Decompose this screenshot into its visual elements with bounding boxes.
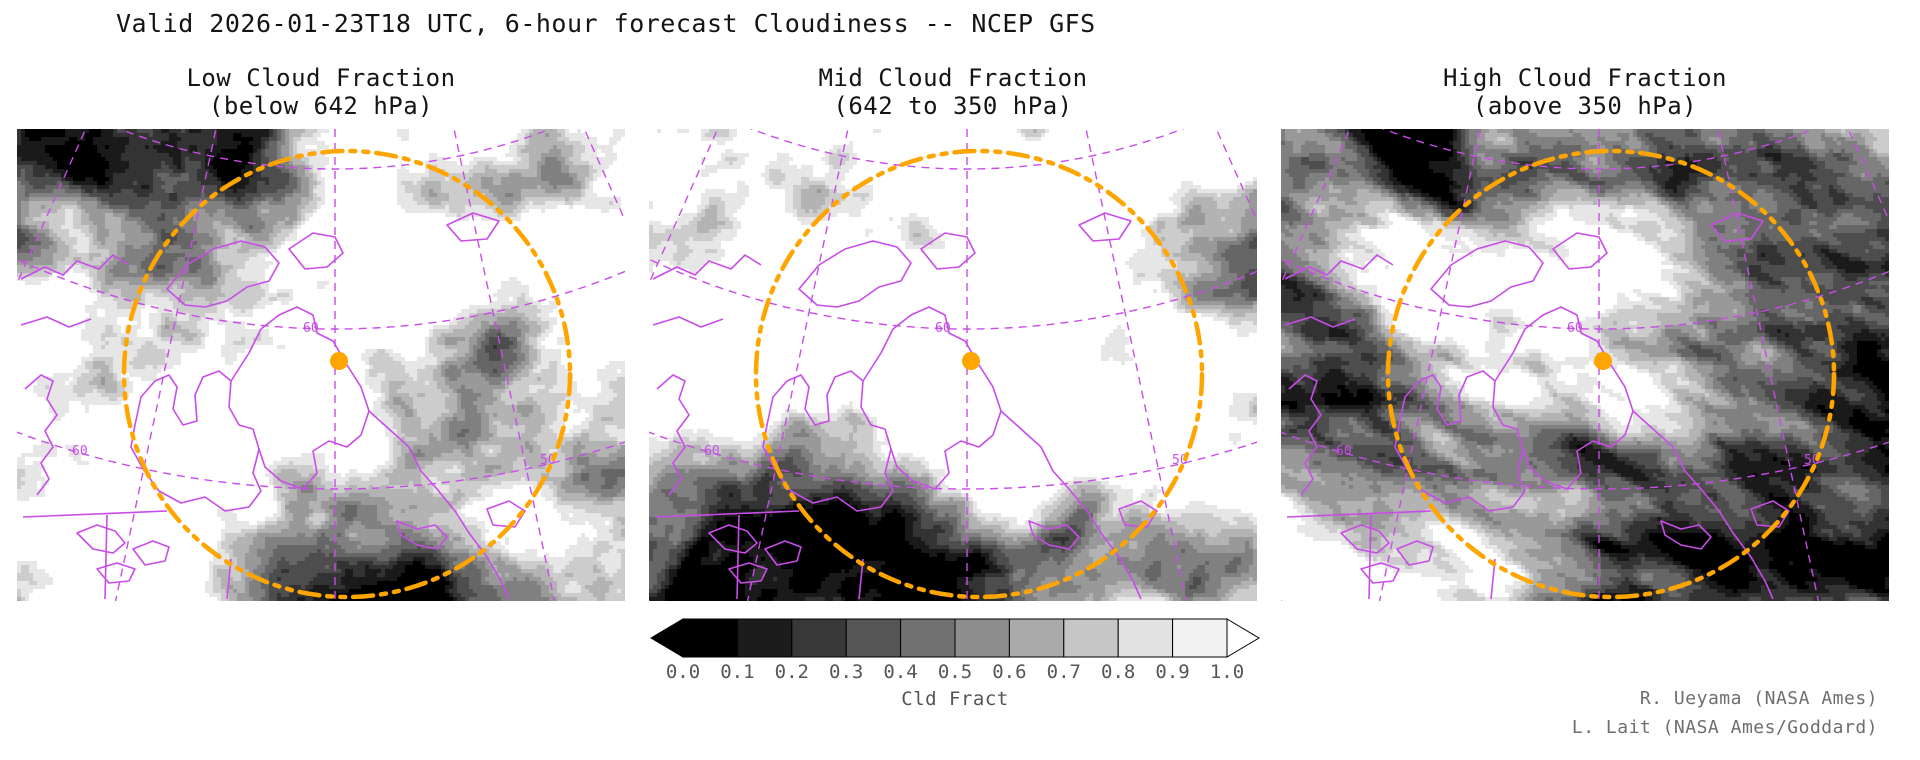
latlon-grid <box>1281 129 1889 601</box>
panel-subtitle-high: (above 350 hPa) <box>1472 92 1698 120</box>
colorbar-tick-label: 1.0 <box>1209 661 1245 683</box>
cloud-field-canvas-mid <box>649 129 1257 601</box>
grid-label: 60 <box>72 444 88 459</box>
panel-mid-cloud: Mid Cloud Fraction (642 to 350 hPa) 60 50… <box>649 64 1257 601</box>
colorbar-segment <box>845 618 902 658</box>
colorbar-segment <box>736 618 793 658</box>
colorbar-tick-label: 0.2 <box>774 661 809 683</box>
range-circle <box>753 148 1205 600</box>
map-mid-cloud: 60 50 60 <box>649 129 1257 601</box>
panel-title-high: High Cloud Fraction <box>1442 64 1728 92</box>
grid-label: 60 <box>303 321 319 336</box>
colorbar-segment <box>682 618 738 658</box>
panel-subtitle-low: (below 642 hPa) <box>208 92 434 120</box>
colorbar-segment <box>1172 618 1228 658</box>
colorbar-tick-label: 0.8 <box>1101 661 1136 683</box>
panel-title-mid: Mid Cloud Fraction <box>818 64 1088 92</box>
colorbar-tick-label: 0.5 <box>937 661 973 683</box>
map-high-cloud: 60 50 60 <box>1281 129 1889 601</box>
cloud-field-canvas-low <box>17 129 625 601</box>
colorbar-tick-label: 0.6 <box>992 661 1027 683</box>
colorbar-right-tip <box>1226 618 1260 658</box>
colorbar-tick-label: 0.7 <box>1046 661 1081 683</box>
figure-title: Valid 2026-01-23T18 UTC, 6-hour forecast… <box>116 9 1096 38</box>
colorbar-tick-label: 0.0 <box>665 661 701 683</box>
map-low-cloud: 60 50 60 <box>17 129 625 601</box>
colorbar-ticks: 0.0 0.1 0.2 0.3 0.4 0.5 0.6 0.7 0.8 0.9 1.0 <box>649 661 1261 685</box>
colorbar-segment <box>791 618 847 658</box>
grid-label: 60 <box>1567 321 1583 336</box>
cloud-field-canvas-high <box>1281 129 1889 601</box>
panel-subtitle-mid: (642 to 350 hPa) <box>833 92 1073 120</box>
colorbar-tick-label: 0.3 <box>829 661 864 683</box>
panel-title-low: Low Cloud Fraction <box>186 64 456 92</box>
colorbar-segment <box>1063 618 1119 658</box>
latlon-grid <box>17 129 625 601</box>
grid-label: 60 <box>935 321 951 336</box>
coastlines <box>652 212 1158 600</box>
credit-line-2: L. Lait (NASA Ames/Goddard) <box>1571 717 1878 738</box>
colorbar-svg <box>650 618 1260 658</box>
colorbar-left-tip <box>650 618 684 658</box>
coastlines <box>20 212 526 600</box>
station-marker <box>1594 352 1612 370</box>
colorbar-segment <box>954 618 1010 658</box>
coastlines <box>1284 212 1790 600</box>
colorbar-label: Cld Fract <box>901 688 1009 710</box>
range-circle <box>1385 148 1837 600</box>
grid-label: 60 <box>1336 444 1352 459</box>
latlon-grid <box>649 129 1257 601</box>
colorbar-segment <box>1008 618 1065 658</box>
colorbar-segment <box>900 618 956 658</box>
range-circle <box>121 148 573 600</box>
colorbar: 0.0 0.1 0.2 0.3 0.4 0.5 0.6 0.7 0.8 0.9 1.0 Cld Fr… <box>649 618 1261 710</box>
colorbar-tick-label: 0.4 <box>883 661 918 683</box>
colorbar-tick-label: 0.9 <box>1155 661 1190 683</box>
colorbar-tick-label: 0.1 <box>720 661 755 683</box>
panel-low-cloud: Low Cloud Fraction (below 642 hPa) 60 50 6… <box>17 64 625 601</box>
credit-line-1: R. Ueyama (NASA Ames) <box>1639 688 1878 709</box>
grid-label: 60 <box>704 444 720 459</box>
colorbar-segment <box>1117 618 1174 658</box>
credits: R. Ueyama (NASA Ames) L. Lait (NASA Ames… <box>1572 684 1878 742</box>
station-marker <box>962 352 980 370</box>
colorbar-bar <box>649 618 1261 658</box>
panel-high-cloud: High Cloud Fraction (above 350 hPa) 60 50… <box>1281 64 1889 601</box>
station-marker <box>330 352 348 370</box>
